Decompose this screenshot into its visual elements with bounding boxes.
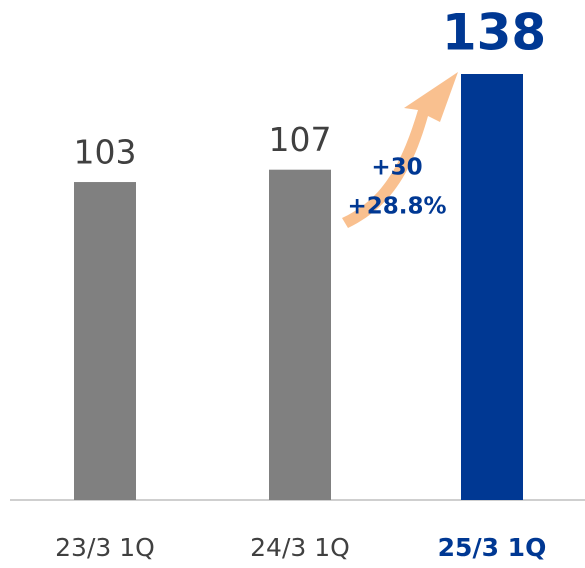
annotation: +30 [371,155,422,181]
x-tick-label: 24/3 1Q [250,533,350,562]
bar [461,74,523,500]
value-label: 138 [442,4,546,62]
growth-arrow [342,72,458,228]
annotation: +28.8% [347,194,446,220]
x-tick-label: 25/3 1Q [438,533,547,562]
value-label: 103 [74,133,137,172]
value-label: 107 [269,120,332,159]
bar [74,182,136,501]
x-tick-label: 23/3 1Q [55,533,155,562]
bar [269,169,331,500]
